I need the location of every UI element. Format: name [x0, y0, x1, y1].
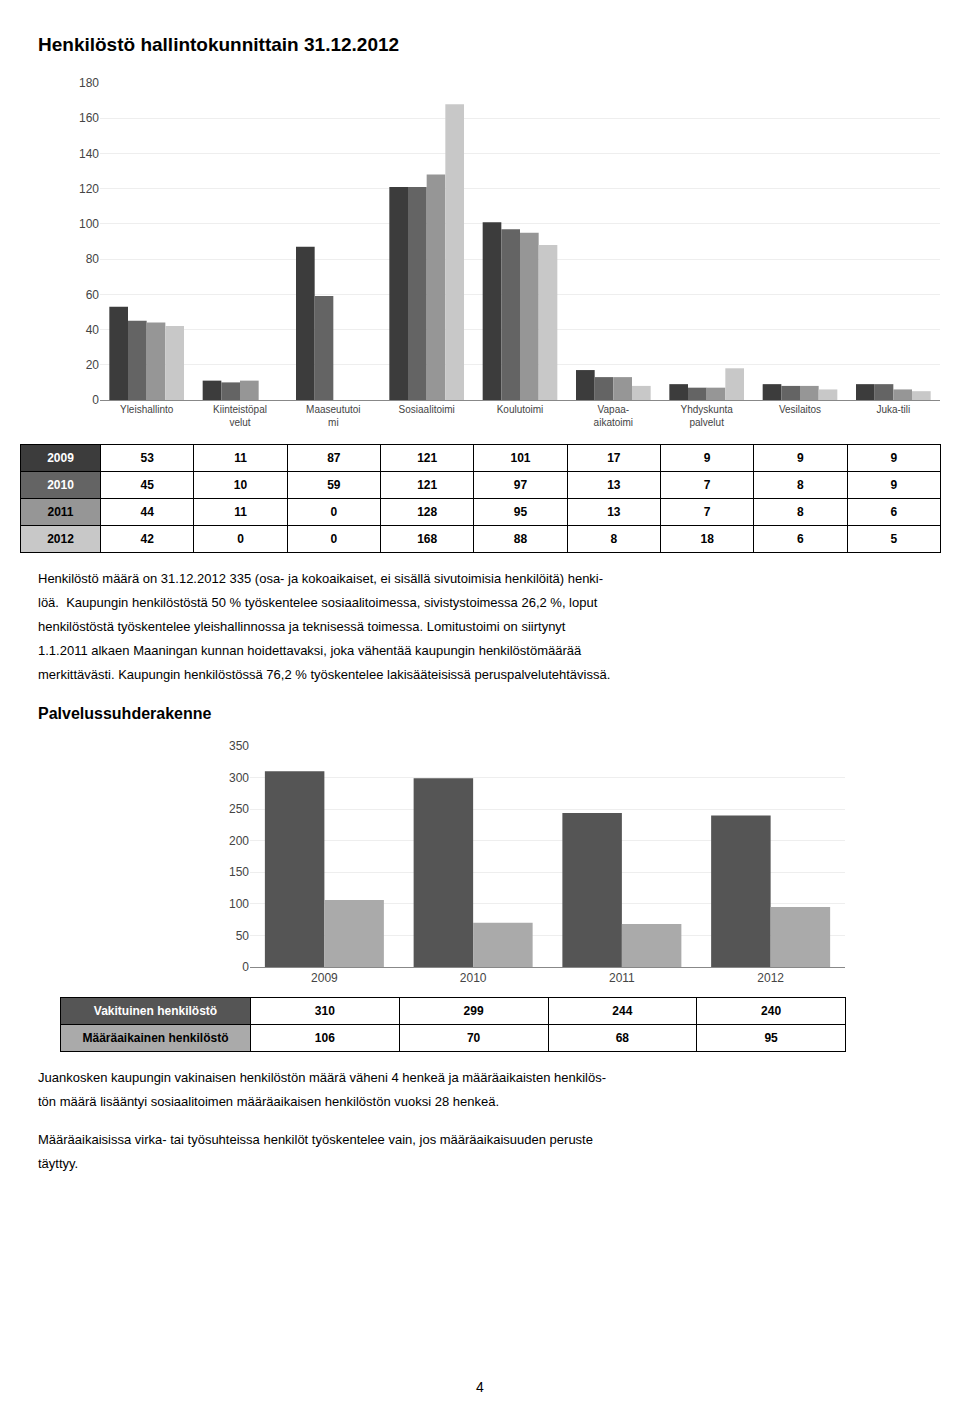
html-text:0: 0 — [330, 505, 338, 519]
html-text:42: 42 — [140, 532, 154, 546]
svg-text:0: 0 — [242, 960, 249, 974]
html-text:13: 13 — [607, 478, 621, 492]
svg-text:Koulutoimi: Koulutoimi — [497, 404, 544, 415]
svg-text:50: 50 — [236, 929, 250, 943]
html-text:9: 9 — [703, 451, 711, 465]
svg-text:140: 140 — [79, 147, 99, 161]
svg-text:40: 40 — [86, 323, 100, 337]
html-text:4: 4 — [476, 1379, 484, 1395]
svg-text:100: 100 — [229, 897, 249, 911]
html-text:53: 53 — [140, 451, 154, 465]
svg-text:Sosiaalitoimi: Sosiaalitoimi — [399, 404, 455, 415]
svg-text:80: 80 — [86, 252, 100, 266]
html-text:Henkilöstö hallintokunnittain: Henkilöstö hallintokunnittain 31.12.2012 — [38, 34, 400, 55]
html-text:299: 299 — [463, 1004, 484, 1018]
html-text:Juankosken kaupungin vakinaise: Juankosken kaupungin vakinaisen henkilös… — [38, 1070, 606, 1085]
html-text:121: 121 — [417, 451, 438, 465]
html-text:101: 101 — [510, 451, 531, 465]
html-text:2011: 2011 — [47, 505, 74, 519]
html-text:88: 88 — [513, 532, 528, 546]
svg-text:120: 120 — [79, 182, 99, 196]
svg-text:Yhdyskuntapalvelut: Yhdyskuntapalvelut — [681, 404, 734, 428]
svg-text:Vesilaitos: Vesilaitos — [779, 404, 821, 415]
html-text:95: 95 — [764, 1031, 778, 1045]
html-text:121: 121 — [417, 478, 438, 492]
svg-text:150: 150 — [229, 865, 249, 879]
html-text:täyttyy.: täyttyy. — [38, 1156, 79, 1171]
svg-text:2010: 2010 — [460, 971, 487, 985]
svg-text:Kiinteistöpalvelut: Kiinteistöpalvelut — [213, 404, 267, 428]
svg-text:350: 350 — [229, 739, 249, 753]
html-text:löä. Kaupungin henkilöstöstä 5: löä. Kaupungin henkilöstöstä 50 % työske… — [38, 595, 598, 610]
html-text:1.1.2011 alkaen Maaningan kunn: 1.1.2011 alkaen Maaningan kunnan hoidett… — [38, 643, 582, 658]
html-text:68: 68 — [615, 1031, 629, 1045]
html-text:59: 59 — [327, 478, 341, 492]
html-text:Määräaikaisissa virka- tai työ: Määräaikaisissa virka- tai työsuhteissa … — [38, 1132, 593, 1147]
html-text:11: 11 — [234, 505, 247, 519]
svg-text:Vapaa-aikatoimi: Vapaa-aikatoimi — [594, 404, 633, 428]
html-text:95: 95 — [513, 505, 528, 519]
html-text:merkittävästi. Kaupungin henki: merkittävästi. Kaupungin henkilöstössä 7… — [38, 667, 611, 682]
html-text:9: 9 — [890, 451, 898, 465]
html-text:8: 8 — [610, 532, 618, 546]
svg-text:60: 60 — [86, 288, 100, 302]
html-text:tön määrä lisääntyi sosiaalito: tön määrä lisääntyi sosiaalitoimen määrä… — [38, 1094, 499, 1109]
html-text:44: 44 — [140, 505, 154, 519]
html-text:Määräaikainen henkilöstö: Määräaikainen henkilöstö — [82, 1031, 229, 1045]
html-text:128: 128 — [417, 505, 438, 519]
html-text:10: 10 — [233, 478, 248, 492]
html-text:9: 9 — [890, 478, 898, 492]
html-text:Henkilöstö määrä on 31.12.2012: Henkilöstö määrä on 31.12.2012 335 (osa-… — [38, 571, 604, 586]
svg-text:2009: 2009 — [311, 971, 338, 985]
html-text:7: 7 — [703, 478, 711, 492]
html-text:106: 106 — [314, 1031, 335, 1045]
html-text:5: 5 — [890, 532, 898, 546]
html-text:45: 45 — [140, 478, 154, 492]
svg-text:100: 100 — [79, 217, 99, 231]
svg-text:250: 250 — [229, 802, 249, 816]
html-text:2012: 2012 — [47, 532, 74, 546]
html-text:8: 8 — [797, 505, 804, 519]
html-text:Palvelussuhderakenne: Palvelussuhderakenne — [38, 705, 212, 722]
html-text:0: 0 — [330, 532, 338, 546]
html-text:17: 17 — [607, 451, 621, 465]
svg-text:200: 200 — [229, 834, 249, 848]
svg-text:160: 160 — [79, 111, 99, 125]
html-text:168: 168 — [417, 532, 438, 546]
html-text:henkilöstöstä työskentelee yle: henkilöstöstä työskentelee yleishallinno… — [38, 619, 566, 634]
html-text:2009: 2009 — [47, 451, 74, 465]
html-text:310: 310 — [314, 1004, 335, 1018]
html-text:70: 70 — [466, 1031, 481, 1045]
html-text:Vakituinen henkilöstö: Vakituinen henkilöstö — [93, 1004, 218, 1018]
svg-text:0: 0 — [92, 393, 99, 407]
html-text:2010: 2010 — [47, 478, 74, 492]
html-text:6: 6 — [890, 505, 898, 519]
html-text:9: 9 — [797, 451, 804, 465]
html-text:11: 11 — [234, 451, 247, 465]
html-text:8: 8 — [797, 478, 804, 492]
svg-text:Maaseututoimi: Maaseututoimi — [306, 404, 360, 428]
svg-text:300: 300 — [229, 771, 249, 785]
html-text:0: 0 — [237, 532, 244, 546]
svg-text:Juka-tili: Juka-tili — [876, 404, 910, 415]
html-text:244: 244 — [612, 1004, 633, 1018]
html-text:240: 240 — [761, 1004, 782, 1018]
svg-text:2011: 2011 — [609, 971, 635, 985]
html-text:87: 87 — [327, 451, 341, 465]
svg-text:20: 20 — [86, 358, 100, 372]
html-text:13: 13 — [607, 505, 621, 519]
html-text:97: 97 — [513, 478, 528, 492]
html-text:7: 7 — [703, 505, 711, 519]
html-text:6: 6 — [797, 532, 804, 546]
svg-text:2012: 2012 — [757, 971, 784, 985]
html-text:18: 18 — [700, 532, 714, 546]
svg-text:Yleishallinto: Yleishallinto — [120, 404, 174, 415]
svg-text:180: 180 — [79, 76, 99, 90]
